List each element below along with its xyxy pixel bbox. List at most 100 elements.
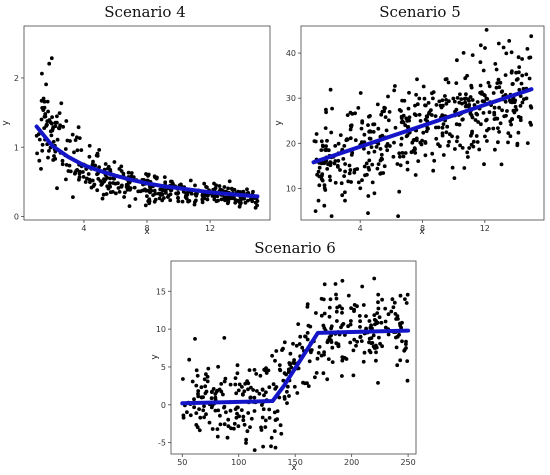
scatter-point [75,135,79,140]
x-tick-label: 250 [400,458,415,467]
scatter-point [83,180,88,184]
scatter-point [132,185,137,190]
scatter-point [375,311,380,315]
scatter-point [487,126,491,131]
scatter-point [478,60,483,65]
scatter-point [379,320,384,325]
scatter-point [226,186,231,191]
scatter-point [205,197,210,202]
scatter-point [396,214,400,219]
scatter-point [466,155,470,159]
plot-area-frame [300,25,545,221]
scatter-point [146,172,151,177]
scatter-point [454,81,459,85]
scatter-point [252,448,257,452]
scatter-point [368,136,373,141]
scatter-point [328,160,333,165]
scatter-point [57,111,62,115]
scatter-point [196,394,201,399]
scatter-point [464,92,468,97]
scatter-point [386,312,391,317]
scatter-point [181,377,185,381]
scatter-point [495,116,500,121]
scatter-point [226,198,231,203]
scatter-point [192,405,197,410]
scatter-point [465,150,470,155]
scatter-point [201,395,206,399]
scatter-point [496,41,501,46]
scatter-point [340,355,345,359]
scatter-point [339,181,344,186]
scatter-point [211,387,216,391]
scatter-point [114,191,118,196]
scatter-point [414,136,419,141]
scatter-point [321,297,326,302]
scatter-point [40,148,45,153]
scatter-point [111,181,115,185]
scatter-point [269,435,274,440]
scatter-point [285,389,289,394]
scatter-point [271,382,276,387]
scatter-point [70,132,75,137]
scatter-point [383,319,388,324]
scatter-point [87,154,92,159]
scatter-point [441,153,446,157]
scatter-point [479,122,483,127]
scatter-point [431,90,436,94]
scatter-point [40,71,44,76]
scatter-point [402,98,407,103]
scatter-point [405,359,410,363]
scatter-point [375,166,380,171]
scatter-point [481,111,486,115]
scatter-point [272,429,277,433]
scatter-point [44,122,49,127]
scatter-point [384,128,389,133]
scatter-point [278,368,283,373]
scatter-point [40,106,45,110]
scatter-point [352,337,357,342]
scatter-point [195,373,200,378]
scatter-point [476,120,480,124]
scatter-point [50,115,54,119]
scatter-point [458,143,462,148]
scatter-point [77,175,82,180]
scatter-point [261,407,266,412]
scatter-point [316,198,321,203]
scatter-point [44,82,48,87]
scatter-point [404,339,408,344]
scatter-point [450,134,454,139]
scatter-point [459,97,464,101]
scatter-point [55,137,60,142]
scatter-point [455,135,460,140]
scatter-point [499,162,504,167]
scatter-point [278,423,283,428]
scatter-point [75,168,79,172]
scatter-point [478,90,482,95]
scatter-point [111,190,115,194]
scatter-point [222,379,227,384]
scatter-point [367,336,372,341]
y-axis-label: y [1,120,11,126]
scatter-point [119,184,124,189]
scatter-point [326,338,330,343]
x-tick-label: 12 [480,224,490,233]
scatter-point [261,444,265,449]
scatter-point [168,198,173,203]
scatter-point [127,204,132,209]
x-axis-ticks: 4 8 12 [358,220,490,233]
scatter-point [194,368,199,373]
scatter-point [86,172,91,176]
scatter-point [498,80,503,85]
scatter-point [322,161,327,166]
scatter-point [359,126,364,131]
scatter-point [296,322,301,326]
scatter-point [392,140,396,145]
scatter-point [42,99,47,104]
scatter-point [81,175,86,179]
scatter-point [294,343,299,348]
scatter-point [383,325,388,330]
scatter-point [473,118,478,122]
scatter-point [440,98,445,103]
scatter-point [322,350,326,354]
x-tick-label: 4 [81,224,86,233]
